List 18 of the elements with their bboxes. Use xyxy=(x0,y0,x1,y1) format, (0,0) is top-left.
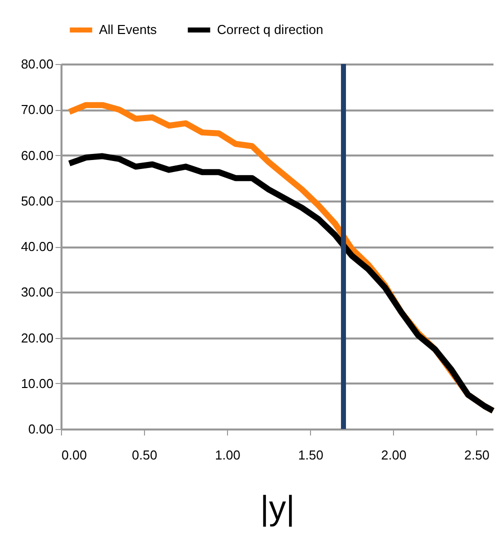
y-tick-label: 80.00 xyxy=(20,56,54,72)
x-tick-label: 0.00 xyxy=(62,448,87,462)
y-tick-label: 20.00 xyxy=(20,330,54,346)
y-tick-label: 60.00 xyxy=(20,148,54,163)
y-tick-label: 30.00 xyxy=(20,284,54,300)
y-tick-label: 10.00 xyxy=(20,376,54,391)
legend-label: Correct q direction xyxy=(217,22,324,37)
x-tick-label: 0.50 xyxy=(132,448,158,462)
x-tick-label: 2.00 xyxy=(381,448,406,462)
x-tick-label: 1.00 xyxy=(215,448,240,462)
x-axis-title: |y| xyxy=(260,490,295,528)
y-tick-label: 40.00 xyxy=(20,239,54,254)
x-tick-label: 1.50 xyxy=(298,448,324,462)
y-tick-label: 0.00 xyxy=(28,422,54,436)
y-tick-label: 70.00 xyxy=(20,102,54,118)
y-tick-label: 50.00 xyxy=(20,193,54,208)
legend-label: All Events xyxy=(99,22,158,37)
x-tick-label: 2.50 xyxy=(464,448,490,462)
